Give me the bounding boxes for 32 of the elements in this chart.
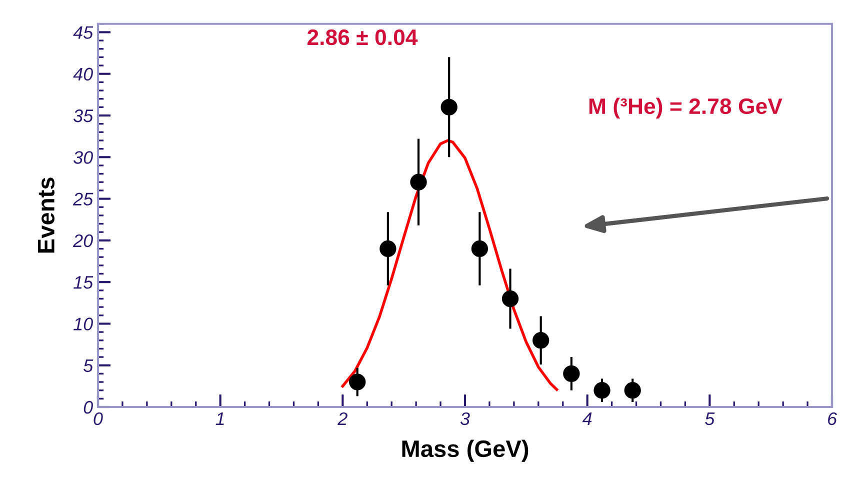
x-tick-label: 4 [582, 412, 592, 425]
y-tick-label: 15 [74, 276, 94, 289]
y-tick-label: 5 [84, 359, 94, 372]
point [502, 290, 519, 308]
point [624, 382, 641, 399]
x-tick-label: 3 [460, 412, 470, 426]
y-tick-label: 45 [73, 26, 94, 39]
x-tick-label: 2 [338, 412, 348, 425]
annotation: M (³He) = 2.78 GeV [589, 98, 782, 119]
point [349, 374, 366, 390]
y-tick-label: 10 [74, 318, 93, 330]
x-tick-label: 0 [94, 412, 103, 426]
point [380, 240, 396, 258]
annotation: 2.86 ± 0.04 [307, 29, 418, 46]
point [563, 365, 580, 382]
point [410, 174, 427, 190]
point [532, 332, 550, 349]
x-axis-title: Mass (GeV) [402, 440, 528, 462]
x-tick-label: 1 [216, 412, 224, 425]
y-tick-label: 40 [73, 68, 93, 81]
y-tick-label: 30 [73, 151, 93, 164]
y-tick-label: 0 [84, 400, 93, 414]
x-tick-label: 6 [828, 412, 838, 426]
line-series [341, 139, 558, 391]
y-tick-label: 35 [73, 109, 94, 122]
point [594, 382, 610, 399]
point [440, 98, 458, 116]
point [471, 240, 488, 258]
y-tick-label: 25 [72, 192, 94, 206]
y-axis-title: Events [38, 178, 54, 253]
x-tick-label: 5 [705, 412, 715, 426]
y-tick-label: 20 [72, 234, 93, 248]
